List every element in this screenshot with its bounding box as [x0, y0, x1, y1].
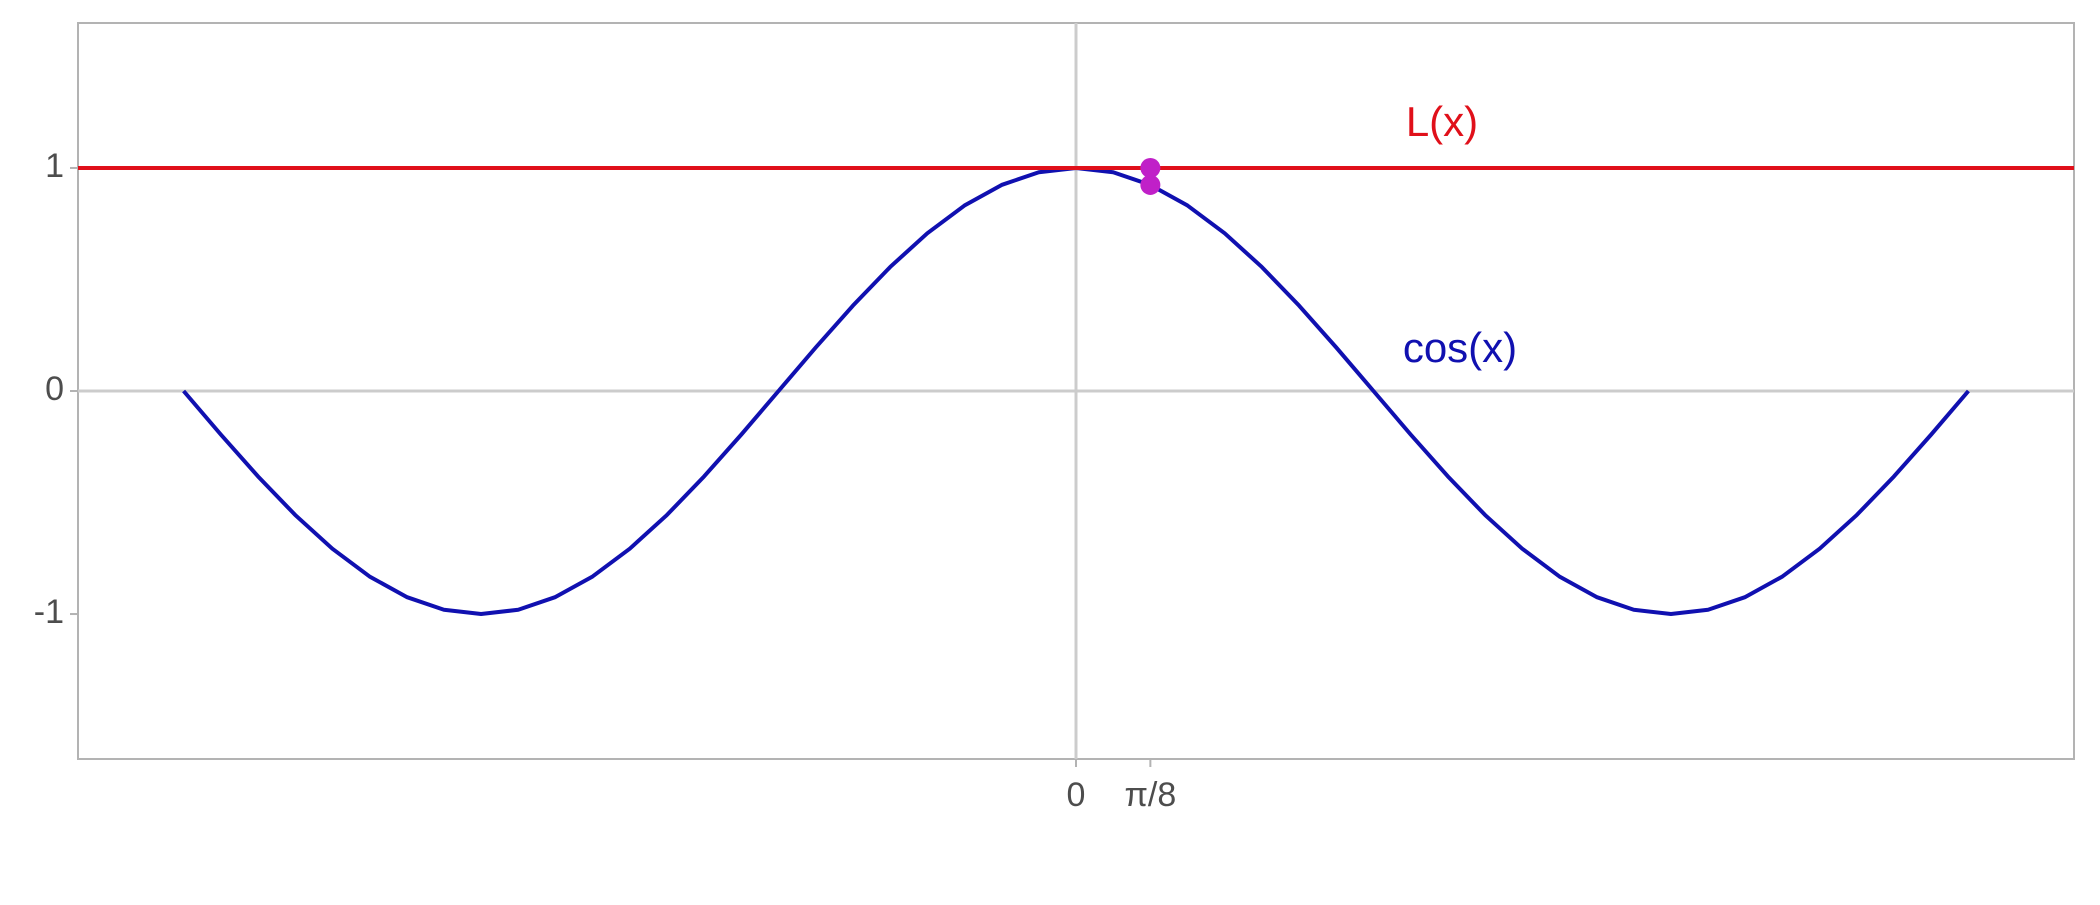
point	[1140, 157, 1161, 178]
y-tick-label: 0	[45, 370, 64, 408]
series-label: L(x)	[1406, 98, 1478, 145]
x-tick-label: 0	[1067, 776, 1086, 814]
series-label: cos(x)	[1403, 324, 1517, 371]
y-tick-label: -1	[34, 593, 64, 631]
x-tick-label: π/8	[1124, 776, 1176, 814]
point	[1140, 174, 1161, 195]
y-tick-label: 1	[45, 147, 64, 185]
